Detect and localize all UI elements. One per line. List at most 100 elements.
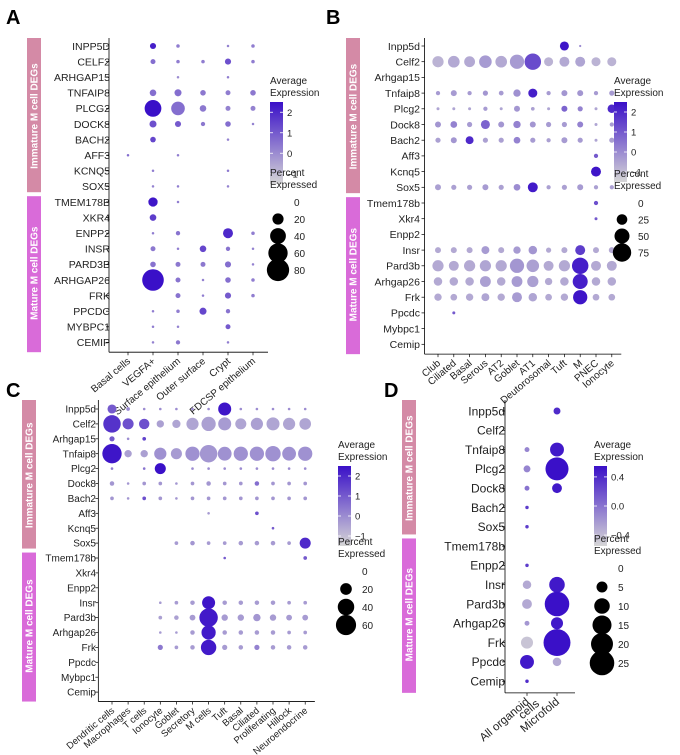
dot (175, 340, 181, 345)
dot (221, 614, 228, 621)
dot (255, 407, 259, 411)
dot (250, 105, 256, 111)
dot (176, 44, 180, 48)
gene-label: BACH2 (75, 134, 110, 146)
dot (218, 417, 232, 431)
dot (149, 214, 157, 221)
gene-label: Enpp2 (390, 229, 421, 241)
dot (200, 261, 206, 267)
size-legend-label: 25 (618, 659, 630, 670)
gene-label: Pard3b (466, 597, 505, 611)
dot (224, 261, 232, 268)
gene-label: Pard3b (64, 613, 97, 624)
legend-pct-title: Percent (614, 169, 649, 180)
dot (450, 247, 457, 254)
dot (174, 541, 179, 545)
dot (479, 260, 492, 272)
size-legend-dot (594, 598, 610, 614)
dot (525, 525, 529, 529)
dot (544, 277, 553, 286)
dot (175, 631, 178, 634)
dot (185, 446, 200, 461)
dot (122, 418, 134, 430)
dot (303, 407, 307, 411)
size-legend-dot (270, 228, 286, 244)
dot (174, 89, 182, 97)
dot (126, 153, 130, 157)
dot (149, 120, 157, 128)
dot (498, 137, 504, 143)
dot (251, 293, 255, 298)
gene-label: SOX5 (82, 181, 110, 193)
dot (222, 481, 227, 486)
color-scale-bar (594, 466, 607, 546)
dot (530, 137, 536, 143)
dot (226, 341, 230, 344)
gene-label: PARD3B (69, 259, 110, 271)
dot (450, 137, 457, 144)
dot (200, 121, 206, 127)
legend-avg-title: Average (338, 440, 376, 451)
dot (435, 121, 441, 128)
dot (149, 42, 157, 50)
group-label-immature: Immature M cell DEGs (405, 415, 416, 521)
group-label-mature: Mature M cell DEGs (349, 228, 360, 322)
dot (593, 90, 599, 96)
dot (547, 107, 551, 111)
group-label-immature: Immature M cell DEGs (349, 63, 360, 169)
dot (467, 90, 472, 96)
dot (282, 417, 296, 431)
legend-avg-title: Average (594, 440, 632, 451)
cell-type-label: Tuft (549, 358, 569, 377)
dot (202, 596, 216, 610)
dot (207, 467, 210, 470)
color-tick-label: 0 (631, 148, 636, 159)
gene-label: Cemip (390, 339, 421, 351)
dot (222, 644, 228, 651)
dot (238, 600, 244, 605)
gene-label: Tnfaip8 (63, 449, 97, 460)
gene-label: Arhgap26 (374, 276, 420, 288)
gene-label: Bach2 (390, 135, 420, 147)
dot (593, 247, 599, 254)
dot (254, 481, 260, 486)
color-tick-label: 1 (631, 128, 636, 139)
dot (254, 540, 260, 546)
size-legend-label: 0 (362, 567, 368, 578)
dot (225, 309, 231, 314)
dot (251, 59, 255, 64)
dot (520, 636, 534, 649)
dot (496, 277, 506, 286)
dot (222, 630, 227, 635)
legend-pct-title: Expressed (338, 549, 385, 560)
dot (436, 107, 440, 111)
dot (176, 153, 180, 157)
size-legend-label: 0 (618, 564, 624, 575)
dot (287, 630, 291, 635)
size-legend-label: 20 (362, 585, 374, 596)
dot (172, 419, 181, 429)
dot (239, 407, 243, 411)
dot (126, 407, 130, 411)
dot (559, 41, 569, 51)
gene-label: Arhgap15 (53, 434, 97, 445)
dot (225, 277, 231, 283)
dot (527, 182, 538, 193)
dot (525, 679, 529, 683)
dot (235, 418, 247, 430)
gene-label: Inpp5d (388, 41, 420, 53)
dot (466, 247, 473, 254)
dot (223, 556, 226, 560)
dot (509, 54, 525, 69)
gene-label: Sox5 (396, 182, 420, 194)
dot (450, 121, 458, 128)
dot (226, 138, 230, 141)
dot (529, 121, 536, 128)
dot (201, 278, 205, 282)
dot (176, 325, 180, 329)
dot (512, 292, 522, 303)
dot (206, 481, 211, 486)
dot (199, 105, 207, 112)
gene-label: FRK (89, 290, 110, 302)
dot (594, 217, 598, 221)
